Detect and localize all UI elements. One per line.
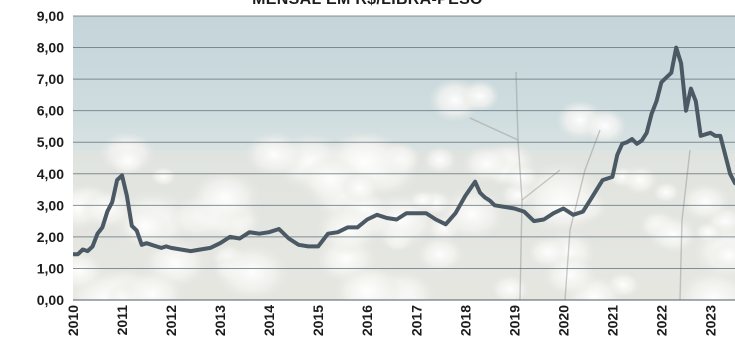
x-tick-label: 2014	[261, 305, 277, 336]
y-tick-label: 6,00	[37, 103, 64, 119]
series-line	[73, 45, 735, 257]
x-tick-label: 2021	[604, 305, 620, 336]
x-tick-label: 2010	[65, 305, 81, 336]
y-tick-label: 4,00	[37, 166, 64, 182]
x-tick-label: 2023	[702, 305, 718, 336]
x-tick-label: 2016	[359, 305, 375, 336]
x-tick-label: 2015	[310, 305, 326, 336]
x-tick-label: 2011	[114, 305, 130, 336]
y-tick-label: 8,00	[37, 40, 64, 56]
y-tick-label: 0,00	[37, 292, 64, 308]
y-tick-label: 9,00	[37, 8, 64, 24]
y-tick-label: 7,00	[37, 71, 64, 87]
y-tick-label: 5,00	[37, 134, 64, 150]
y-tick-label: 2,00	[37, 229, 64, 245]
x-tick-label: 2019	[506, 305, 522, 336]
chart-title: MENSAL EM R$/LIBRA-PESO	[0, 0, 735, 9]
y-tick-label: 1,00	[37, 260, 64, 276]
x-tick-label: 2020	[555, 305, 571, 336]
series-layer	[73, 45, 735, 257]
cotton-field-background	[73, 16, 735, 300]
x-tick-label: 2012	[163, 305, 179, 336]
x-tick-label: 2013	[212, 305, 228, 336]
x-tick-label: 2017	[408, 305, 424, 336]
grid-lines	[73, 15, 735, 301]
x-tick-label: 2018	[457, 305, 473, 336]
x-tick-label: 2022	[653, 305, 669, 336]
x-axis-ticks: 2010 2011 2012 2013 2014 2015 2016 2017 2018 2019…	[65, 305, 718, 336]
y-axis-ticks: 0,00 1,00 2,00 3,00 4,00 5,00 6,00 7,00 8,00 9,00	[37, 8, 64, 308]
y-tick-label: 3,00	[37, 197, 64, 213]
